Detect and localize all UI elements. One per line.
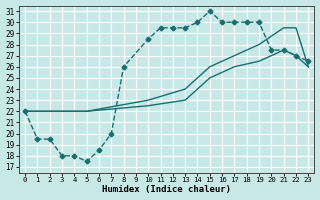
- X-axis label: Humidex (Indice chaleur): Humidex (Indice chaleur): [102, 185, 231, 194]
